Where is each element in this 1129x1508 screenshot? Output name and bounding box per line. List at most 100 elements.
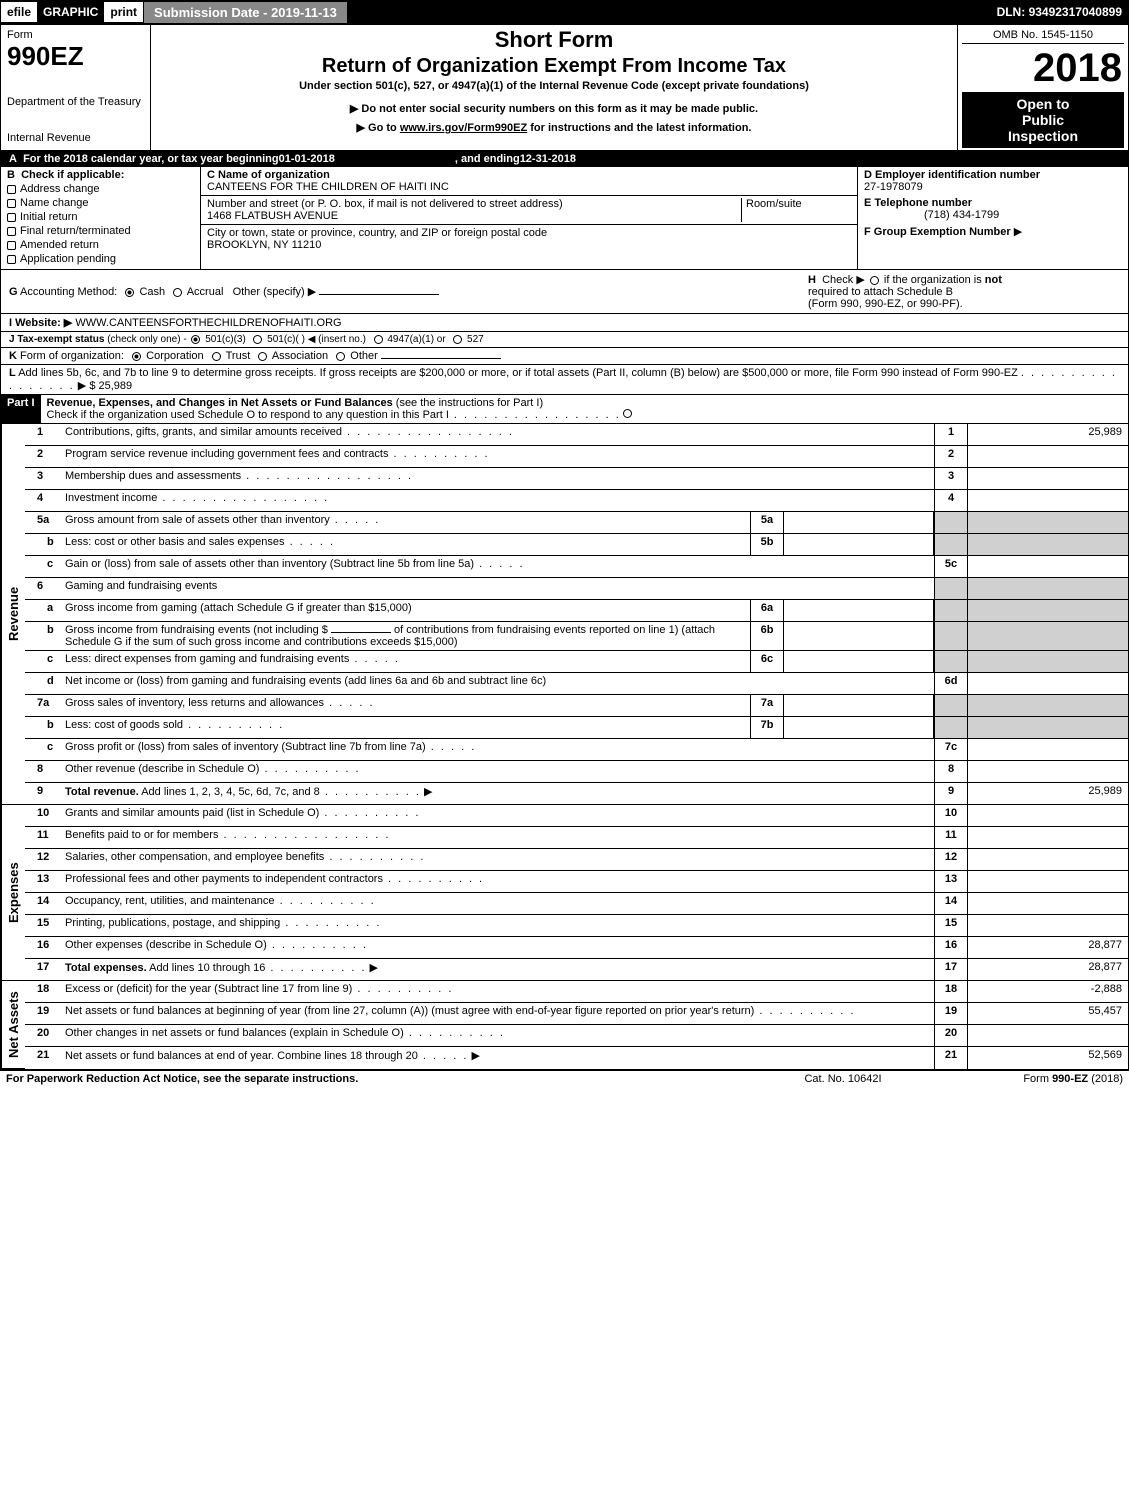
chk-name-change[interactable]: Name change <box>7 197 194 209</box>
chk-address-change[interactable]: Address change <box>7 183 194 195</box>
line-rt-num: 6d <box>934 673 968 694</box>
line-6b-d1: Gross income from fundraising events (no… <box>65 624 328 636</box>
graphic-label: GRAPHIC <box>37 2 104 22</box>
schedule-o-checkbox[interactable] <box>623 409 632 418</box>
section-bcd: B Check if applicable: Address change Na… <box>1 167 1128 270</box>
line-mid-num: 6a <box>750 600 784 621</box>
line-rt-num: 13 <box>934 871 968 892</box>
line-8: 8 Other revenue (describe in Schedule O)… <box>25 761 1128 783</box>
line-mid-num: 5a <box>750 512 784 533</box>
opt-4947: 4947(a)(1) or <box>387 334 445 345</box>
line-mid-val <box>784 600 934 621</box>
line-rt-num: 12 <box>934 849 968 870</box>
addr-value: 1468 FLATBUSH AVENUE <box>207 210 338 222</box>
line-19: 19 Net assets or fund balances at beginn… <box>25 1003 1128 1025</box>
form-number: 990EZ <box>7 41 144 72</box>
line-13: 13 Professional fees and other payments … <box>25 871 1128 893</box>
line-rt-num: 4 <box>934 490 968 511</box>
dln-label: DLN: <box>997 5 1029 19</box>
line-num: c <box>25 556 61 577</box>
opt-association: Association <box>272 350 328 362</box>
h-text-2: if the organization is <box>884 274 985 286</box>
revenue-side-label: Revenue <box>1 424 25 805</box>
header-center: Short Form Return of Organization Exempt… <box>151 25 958 150</box>
line-rt-val: 55,457 <box>968 1003 1128 1024</box>
checkbox-icon <box>7 241 16 250</box>
chk-initial-return[interactable]: Initial return <box>7 211 194 223</box>
line-12: 12 Salaries, other compensation, and emp… <box>25 849 1128 871</box>
row-k-form-org: K Form of organization: Corporation Trus… <box>1 348 1128 365</box>
row-j-tax-exempt: J Tax-exempt status (check only one) - 5… <box>1 332 1128 348</box>
dots-icon <box>449 409 621 421</box>
radio-527[interactable] <box>453 335 462 344</box>
ssn-warning: ▶ Do not enter social security numbers o… <box>159 102 949 115</box>
tax-period-row: A For the 2018 calendar year, or tax yea… <box>1 151 1128 167</box>
line-num: 2 <box>25 446 61 467</box>
other-specify-input[interactable] <box>319 294 439 295</box>
line-mid-val <box>784 512 934 533</box>
opt-other-org: Other <box>350 350 378 362</box>
line-6c: c Less: direct expenses from gaming and … <box>25 651 1128 673</box>
short-form-title: Short Form <box>159 27 949 53</box>
line-num: 7a <box>25 695 61 716</box>
line-6: 6 Gaming and fundraising events <box>25 578 1128 600</box>
line-desc: Gross income from fundraising events (no… <box>61 622 750 650</box>
opt-trust: Trust <box>226 350 251 362</box>
k-text: Form of organization: <box>20 350 124 362</box>
chk-application-pending[interactable]: Application pending <box>7 253 194 265</box>
chk-final-return[interactable]: Final return/terminated <box>7 225 194 237</box>
footer-form-ref: Form 990-EZ (2018) <box>943 1073 1123 1085</box>
other-org-input[interactable] <box>381 358 501 359</box>
part-1-header: Part I Revenue, Expenses, and Changes in… <box>1 395 1128 424</box>
form-word: Form <box>7 29 144 41</box>
line-mid-val <box>784 717 934 738</box>
line-1: 1 Contributions, gifts, grants, and simi… <box>25 424 1128 446</box>
c-letter: C <box>207 169 215 181</box>
line-desc: Less: cost or other basis and sales expe… <box>61 534 750 555</box>
org-name-row: C Name of organization CANTEENS FOR THE … <box>201 167 857 196</box>
line-num: 21 <box>25 1047 61 1069</box>
line-mid-val <box>784 695 934 716</box>
print-button[interactable]: print <box>104 2 143 22</box>
chk-amended-return[interactable]: Amended return <box>7 239 194 251</box>
radio-trust[interactable] <box>212 352 221 361</box>
h-label: H <box>808 274 816 286</box>
line-num: 6 <box>25 578 61 599</box>
radio-association[interactable] <box>258 352 267 361</box>
e-label: E Telephone number <box>864 197 972 209</box>
line-6b-amount-input[interactable] <box>331 632 391 633</box>
line-10: 10 Grants and similar amounts paid (list… <box>25 805 1128 827</box>
line-7b: b Less: cost of goods sold 7b <box>25 717 1128 739</box>
radio-corporation[interactable] <box>132 352 141 361</box>
radio-h[interactable] <box>870 276 879 285</box>
line-mid-num: 6c <box>750 651 784 672</box>
line-desc: Total revenue. Add lines 1, 2, 3, 4, 5c,… <box>61 783 934 804</box>
line-21: 21 Net assets or fund balances at end of… <box>25 1047 1128 1069</box>
submission-date-label: Submission Date - <box>154 5 271 20</box>
radio-4947[interactable] <box>374 335 383 344</box>
line-5a: 5a Gross amount from sale of assets othe… <box>25 512 1128 534</box>
chk-label: Name change <box>20 197 89 209</box>
period-text-1: For the 2018 calendar year, or tax year … <box>23 153 279 165</box>
line-7a: 7a Gross sales of inventory, less return… <box>25 695 1128 717</box>
line-desc: Net assets or fund balances at end of ye… <box>61 1047 934 1069</box>
radio-cash[interactable] <box>125 288 134 297</box>
line-rt-num: 20 <box>934 1025 968 1046</box>
line-mid-val <box>784 622 934 650</box>
goto-link[interactable]: www.irs.gov/Form990EZ <box>400 122 527 134</box>
radio-other-org[interactable] <box>336 352 345 361</box>
k-label: K <box>9 350 17 362</box>
line-rt-num-shade <box>934 578 968 599</box>
radio-501c[interactable] <box>253 335 262 344</box>
line-3: 3 Membership dues and assessments 3 <box>25 468 1128 490</box>
revenue-section: Revenue 1 Contributions, gifts, grants, … <box>1 424 1128 805</box>
line-6b: b Gross income from fundraising events (… <box>25 622 1128 651</box>
schedule-b-check: H Check ▶ if the organization is not req… <box>800 273 1120 310</box>
line-rt-num: 8 <box>934 761 968 782</box>
line-num: 14 <box>25 893 61 914</box>
room-suite: Room/suite <box>741 198 851 222</box>
radio-501c3[interactable] <box>191 335 200 344</box>
line-rt-num-shade <box>934 695 968 716</box>
radio-accrual[interactable] <box>173 288 182 297</box>
city-value: BROOKLYN, NY 11210 <box>207 239 321 251</box>
